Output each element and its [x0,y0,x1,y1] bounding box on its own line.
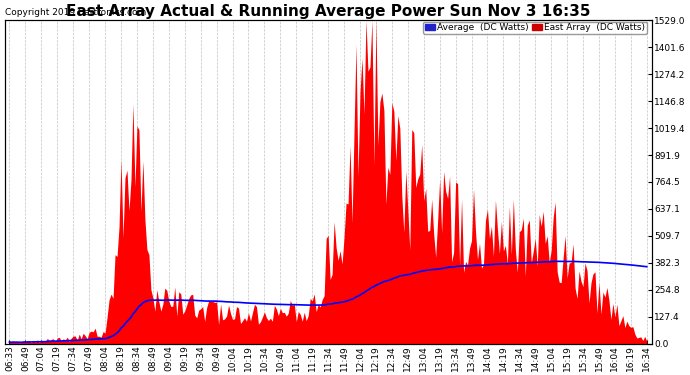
Text: Copyright 2019 Cartronics.com: Copyright 2019 Cartronics.com [5,8,146,17]
Legend: Average  (DC Watts), East Array  (DC Watts): Average (DC Watts), East Array (DC Watts… [423,22,647,34]
Title: East Array Actual & Running Average Power Sun Nov 3 16:35: East Array Actual & Running Average Powe… [66,4,591,19]
